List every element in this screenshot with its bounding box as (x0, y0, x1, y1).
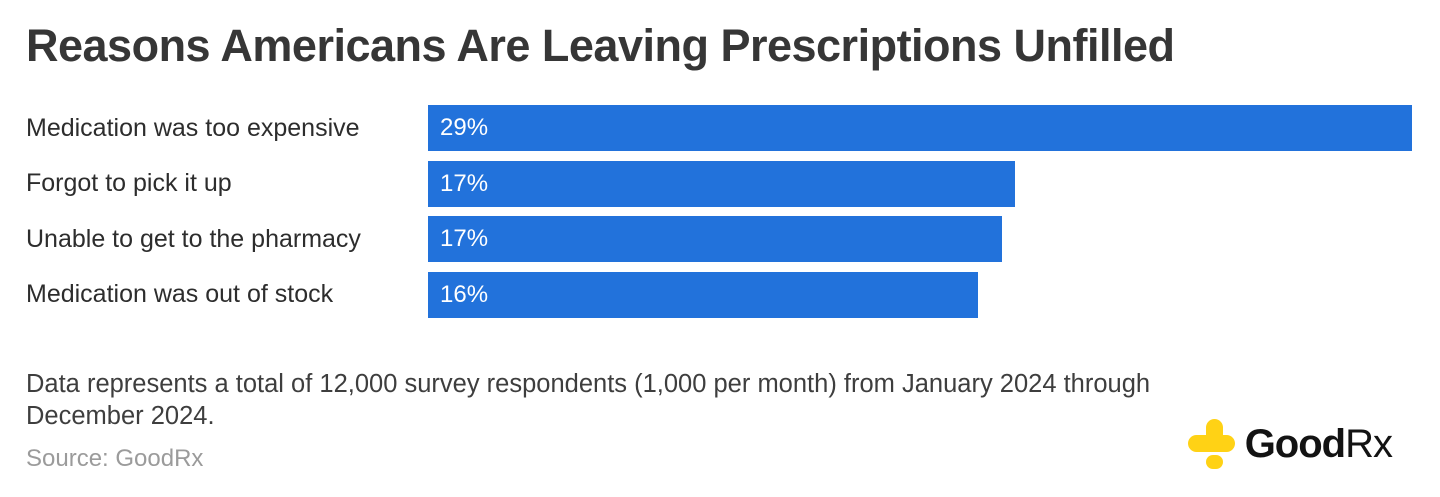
bar-category-label: Medication was out of stock (26, 280, 334, 308)
bar: 17% (428, 216, 1002, 262)
bar-value-label: 17% (440, 225, 489, 252)
survey-note: Data represents a total of 12,000 survey… (26, 369, 1151, 430)
goodrx-wordmark-good: Good (1244, 421, 1346, 466)
chart-row: Unable to get to the pharmacy 17% (26, 216, 1412, 262)
bar-track: 29% (428, 105, 1412, 151)
source-credit: Source: GoodRx (26, 444, 204, 472)
bar-value-label: 29% (440, 114, 489, 141)
chart-row: Medication was too expensive 29% (26, 105, 1412, 151)
chart-row: Forgot to pick it up 17% (26, 160, 1412, 207)
bar-value-label: 17% (440, 169, 489, 197)
bar: 17% (428, 160, 1016, 207)
goodrx-wordmark-rx: Rx (1345, 421, 1393, 466)
page-title: Reasons Americans Are Leaving Prescripti… (26, 20, 1175, 71)
bar-category-label: Medication was too expensive (26, 113, 360, 142)
goodrx-plus-icon (1187, 419, 1235, 469)
bar-track: 17% (428, 216, 1412, 262)
bar-track: 17% (428, 160, 1412, 207)
bar-category-label: Forgot to pick it up (26, 169, 232, 197)
bar-track: 16% (428, 271, 1412, 318)
goodrx-logo: GoodRx (1187, 418, 1393, 470)
chart-rows: Medication was too expensive 29% Forgot to… (0, 105, 1440, 318)
goodrx-wordmark: GoodRx (1244, 421, 1393, 467)
chart-row: Medication was out of stock 16% (26, 271, 1412, 318)
bar: 29% (428, 105, 1412, 151)
bar-category-label: Unable to get to the pharmacy (26, 224, 361, 253)
bar-value-label: 16% (440, 280, 489, 308)
bar: 16% (428, 271, 979, 318)
